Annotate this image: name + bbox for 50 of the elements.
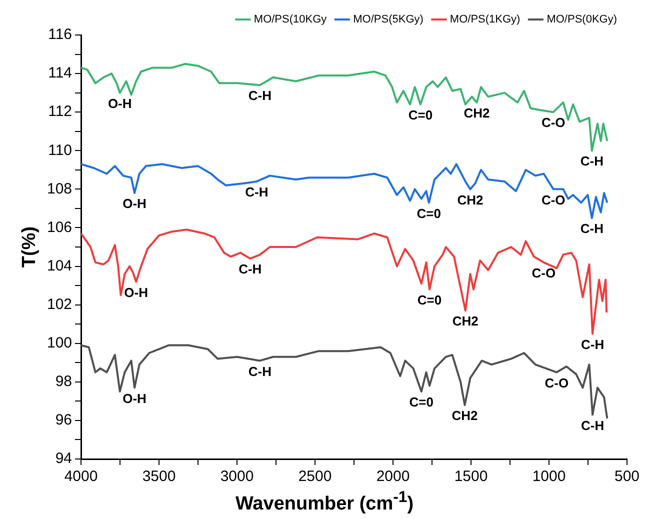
legend-label: MO/PS(0KGy) — [546, 14, 618, 26]
annotation: CH2 — [464, 106, 490, 121]
annotation: C=0 — [417, 292, 442, 308]
legend-label: MO/PS(1KGy) — [450, 14, 520, 26]
y-tick-label: 110 — [48, 142, 72, 159]
x-tick-label: 3500 — [142, 468, 176, 486]
annotation: C-O — [532, 265, 556, 280]
annotation: C=0 — [409, 394, 434, 410]
y-tick-label: 106 — [46, 218, 72, 236]
annotation: O-H — [122, 390, 146, 406]
x-tick-label: 1000 — [532, 468, 566, 486]
x-tick-label: 2000 — [376, 468, 410, 486]
x-tick-label: 1500 — [454, 468, 488, 486]
annotation: C-H — [238, 262, 262, 277]
x-tick-label: 500 — [614, 468, 640, 486]
x-axis-title: Wavenumber (cm$^{-1}$) — [234, 488, 415, 515]
annotation: C=0 — [416, 206, 441, 221]
y-tick-label: 94 — [55, 450, 72, 468]
y-tick-label: 104 — [46, 257, 72, 274]
legend-label: MO/PS(10KGy — [254, 14, 328, 26]
y-tick-label: 108 — [46, 180, 72, 198]
annotation: O-H — [108, 96, 132, 111]
annotation: C-H — [248, 88, 272, 104]
y-tick-label: 112 — [48, 103, 72, 120]
annotation: C-H — [580, 221, 604, 236]
annotation: CH2 — [452, 314, 478, 329]
annotation: C-H — [248, 364, 272, 379]
annotation: C-H — [580, 336, 604, 352]
annotation: C-O — [544, 375, 569, 390]
y-tick-label: 114 — [48, 64, 72, 82]
annotation: C-O — [541, 115, 566, 130]
annotation: CH2 — [452, 408, 478, 424]
y-tick-label: 96 — [55, 412, 72, 429]
y-axis-title: T(%) — [19, 226, 40, 268]
annotation: C-O — [541, 192, 566, 208]
x-tick-label: 2500 — [298, 468, 332, 486]
annotation: O-H — [124, 284, 148, 300]
annotation: C-H — [580, 154, 604, 169]
legend-label: MO/PS(5KGy) — [353, 14, 424, 26]
x-tick-label: 4000 — [64, 468, 98, 486]
annotation: C-H — [580, 418, 604, 433]
y-tick-label: 100 — [46, 334, 72, 352]
annotation: C-H — [245, 184, 268, 200]
y-tick-label: 116 — [48, 26, 72, 44]
annotation: CH2 — [457, 192, 484, 208]
annotation: O-H — [122, 196, 146, 212]
y-tick-label: 98 — [55, 373, 72, 390]
annotation: C=0 — [408, 107, 433, 122]
x-tick-label: 3000 — [220, 468, 254, 486]
y-tick-label: 102 — [46, 296, 72, 313]
